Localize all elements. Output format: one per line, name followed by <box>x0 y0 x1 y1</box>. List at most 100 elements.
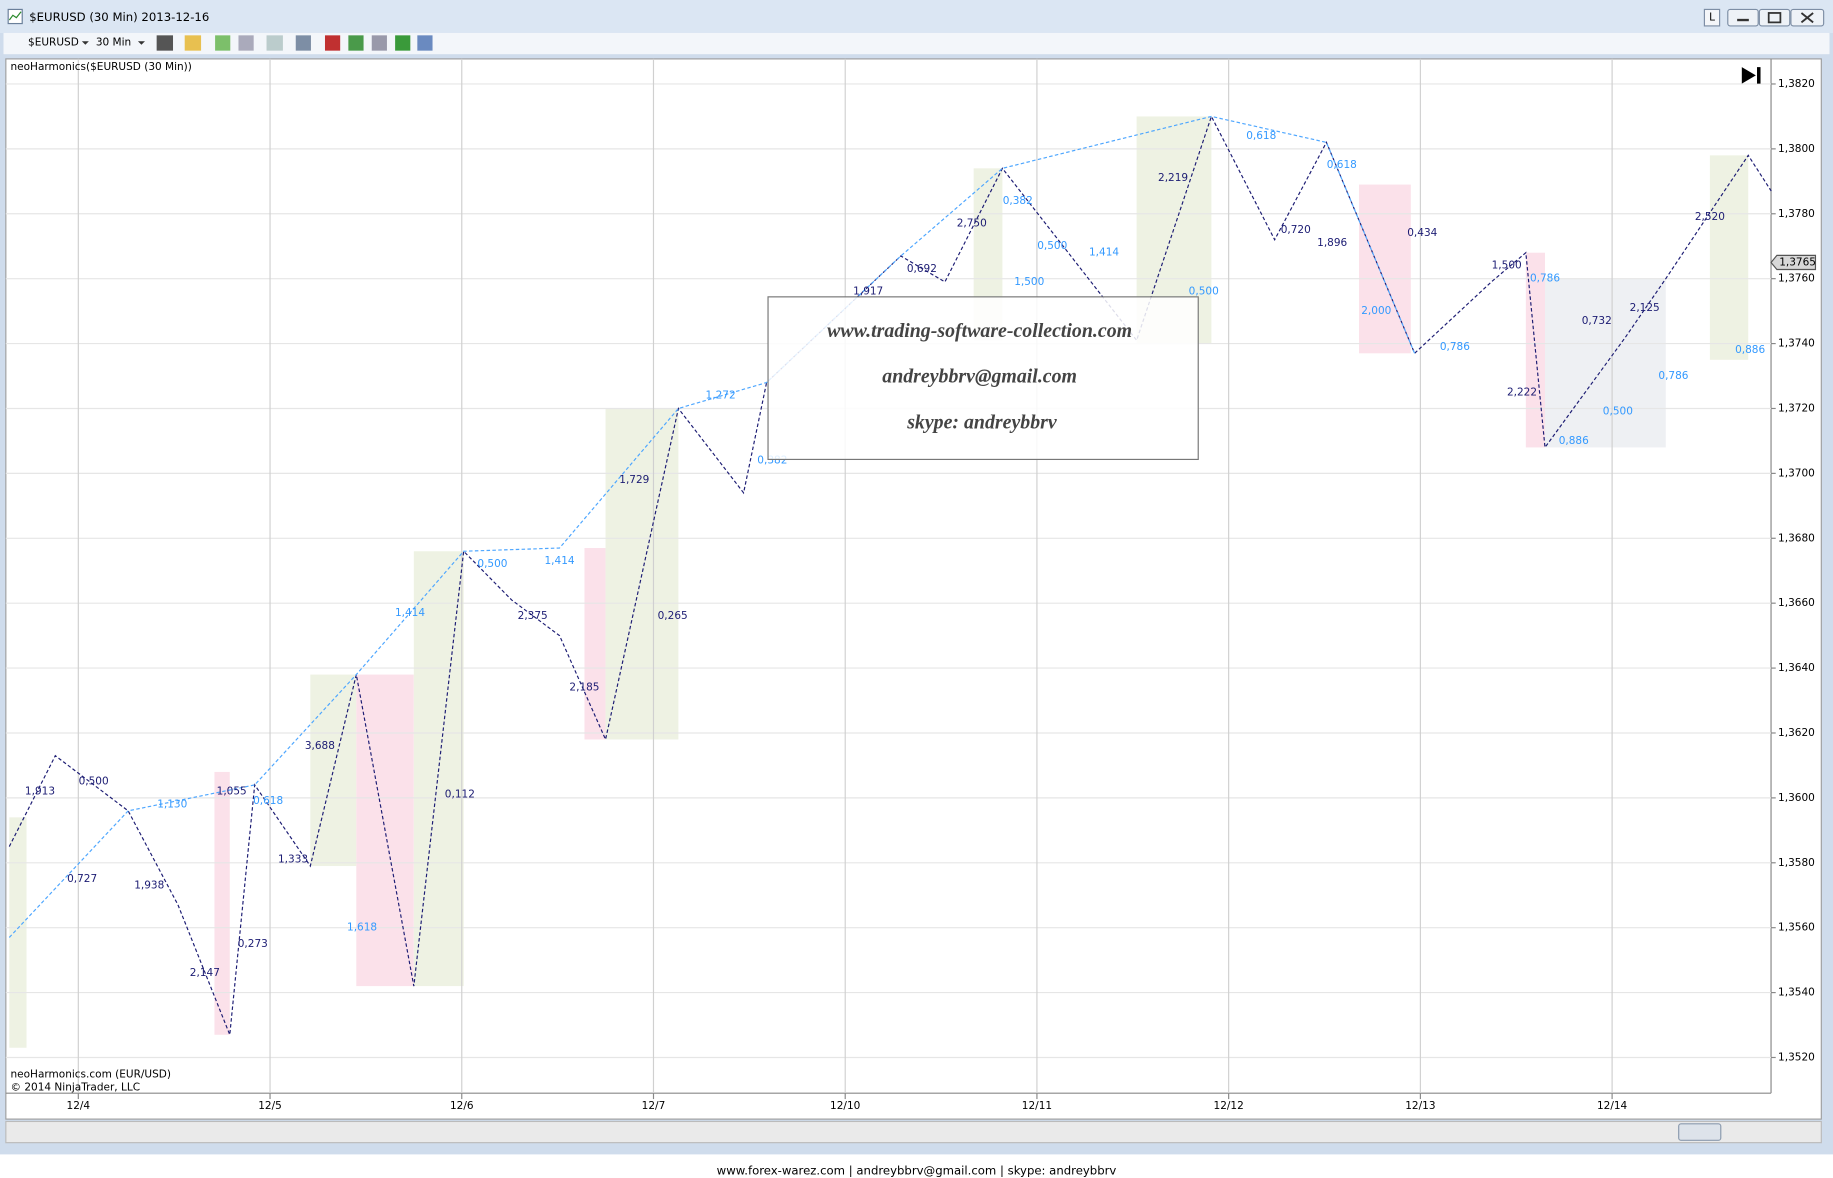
strategies-button[interactable] <box>348 35 364 51</box>
chart-panel <box>5 58 1822 1120</box>
ratio-label: 1,896 <box>1317 237 1347 249</box>
swing-line <box>8 114 1772 1035</box>
pattern-zone <box>1545 278 1666 448</box>
ratio-label: 1,272 <box>706 389 736 401</box>
x-tick-label: 12/10 <box>830 1100 861 1112</box>
y-tick-label: 1,3820 <box>1778 78 1815 90</box>
y-tick-label: 1,3620 <box>1778 727 1815 739</box>
ratio-label: 2,000 <box>1361 305 1391 317</box>
x-tick-label: 12/13 <box>1405 1100 1435 1112</box>
footer-band <box>0 1154 1833 1178</box>
ratio-label: 0,434 <box>1407 227 1437 239</box>
ratio-label: 0,720 <box>1281 224 1311 236</box>
ratio-label: 0,500 <box>1037 240 1067 252</box>
scroll-end-button[interactable] <box>1741 67 1761 84</box>
ratio-label: 2,750 <box>957 217 987 229</box>
x-tick-label: 12/7 <box>642 1100 666 1112</box>
templates-button[interactable] <box>371 35 387 51</box>
ratio-label: 0,273 <box>238 938 268 950</box>
ratio-label: 2,375 <box>518 610 548 622</box>
ratio-label: 1,414 <box>544 555 574 567</box>
ratio-label: 0,886 <box>1559 435 1589 447</box>
plot: 1,3520 1,3540 1,3560 1,3580 1,3600 1,3620 1,36… <box>5 58 1817 1112</box>
ratio-label: 0,500 <box>477 558 507 570</box>
pattern-zone <box>1359 184 1411 354</box>
ratio-label: 2,185 <box>569 682 599 694</box>
ratio-label: 1,055 <box>217 785 247 797</box>
ratio-label: 0,727 <box>67 873 97 885</box>
x-tick-label: 12/12 <box>1214 1100 1244 1112</box>
ratio-label: 0,112 <box>445 789 475 801</box>
pattern-zone <box>9 817 27 1048</box>
scrollbar[interactable] <box>5 1120 1822 1144</box>
bar-type-button[interactable] <box>156 35 174 51</box>
pattern-zone <box>214 771 230 1035</box>
ratio-label: 1,913 <box>25 785 55 797</box>
ratio-label: 3,688 <box>305 740 335 752</box>
ratio-label: 1,938 <box>134 879 164 891</box>
ratio-label: 0,886 <box>1735 344 1765 356</box>
indicators-button[interactable] <box>324 35 341 51</box>
pointer-button[interactable] <box>266 35 283 51</box>
toolbar-icons <box>156 35 433 51</box>
dropdown-arrow <box>81 41 89 45</box>
order-button[interactable] <box>395 35 411 51</box>
ratio-label: 0,500 <box>1603 406 1633 418</box>
app-icon-glyph <box>8 11 22 21</box>
ratio-label: 1,414 <box>1089 247 1119 259</box>
zoom-in-button[interactable] <box>215 35 231 51</box>
ratio-label: 0,692 <box>907 263 937 275</box>
ratio-label: 0,265 <box>658 610 688 622</box>
data-box-button[interactable] <box>295 35 311 51</box>
last-price-label: 1,3765 <box>1779 256 1816 268</box>
y-tick-label: 1,3700 <box>1778 467 1815 479</box>
ratio-label: 0,500 <box>79 776 109 788</box>
maximize-button[interactable] <box>1758 8 1791 27</box>
close-glyph <box>1800 12 1814 24</box>
x-tick-label: 12/6 <box>450 1100 474 1112</box>
l-button-label: L <box>1709 12 1715 24</box>
ratio-label: 2,147 <box>190 967 220 979</box>
ratio-label: 1,618 <box>347 922 377 934</box>
window-title: $EURUSD (30 Min) 2013-12-16 <box>29 10 209 24</box>
ratio-label: 0,382 <box>1003 195 1033 207</box>
y-tick-label: 1,3800 <box>1778 143 1815 155</box>
ratio-label: 2,222 <box>1507 386 1537 398</box>
draw-button[interactable] <box>184 35 202 51</box>
minimize-button[interactable] <box>1727 8 1759 27</box>
ratio-label: 0,786 <box>1530 273 1560 285</box>
y-tick-label: 1,3540 <box>1778 987 1815 999</box>
pattern-zone <box>584 548 606 740</box>
ratio-label: 0,618 <box>1327 159 1357 171</box>
y-tick-label: 1,3580 <box>1778 857 1815 869</box>
watermark-line: www.trading-software-collection.com <box>827 320 1132 342</box>
ratio-label: 2,520 <box>1695 211 1725 223</box>
watermark-line: skype: andreybbrv <box>906 412 1058 434</box>
title-bar <box>0 0 1833 33</box>
properties-button[interactable] <box>417 35 433 51</box>
interval-selector[interactable]: 30 Min <box>96 36 131 48</box>
instrument-selector[interactable]: $EURUSD <box>28 36 79 48</box>
y-tick-label: 1,3780 <box>1778 208 1815 220</box>
ratio-label: 1,500 <box>1492 260 1522 272</box>
x-tick-label: 12/4 <box>67 1100 91 1112</box>
ratio-label: 1,414 <box>395 607 425 619</box>
credit: neoHarmonics.com (EUR/USD) <box>11 1068 171 1080</box>
l-button[interactable] <box>1703 8 1721 27</box>
x-tick-label: 12/14 <box>1597 1100 1628 1112</box>
dropdown-arrow <box>137 41 145 45</box>
ratio-label: 0,618 <box>1246 130 1276 142</box>
ratio-label: 0,500 <box>1189 286 1219 298</box>
zoom-out-button[interactable] <box>238 35 254 51</box>
y-tick-label: 1,3520 <box>1778 1051 1815 1063</box>
ratio-label: 1,729 <box>619 474 649 486</box>
y-tick-label: 1,3640 <box>1778 662 1815 674</box>
maximize-glyph <box>1767 12 1782 24</box>
y-tick-label: 1,3680 <box>1778 532 1815 544</box>
x-tick-label: 12/5 <box>258 1100 282 1112</box>
ratio-label: 0,618 <box>253 795 283 807</box>
footer: www.forex-warez.com | andreybbrv@gmail.c… <box>717 1163 1117 1177</box>
scrollbar-thumb[interactable] <box>1678 1123 1722 1141</box>
watermark-line: andreybbrv@gmail.com <box>882 366 1077 388</box>
